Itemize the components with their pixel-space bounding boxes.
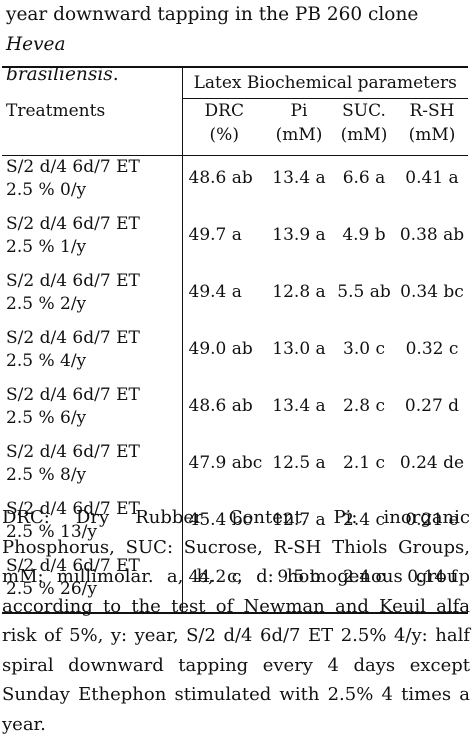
column-header-rsh: R-SH (mM) [396, 98, 468, 156]
column-header-rsh-name: R-SH [409, 101, 455, 121]
table-row: S/2 d/4 6d/7 ET 2.5 % 26/y 44.2 c 9.5 b 2.4 … [2, 555, 468, 614]
column-header-row: Treatments DRC (%) Pi (mM) SUC. (mM) R-SH (m… [2, 98, 468, 156]
pi-value: 13.4 a [272, 396, 326, 416]
caption-genus: Hevea [6, 34, 66, 55]
suc-value: 6.6 a [342, 168, 386, 188]
pi-value: 13.0 a [272, 339, 326, 359]
pi-value: 12.7 a [272, 510, 326, 530]
drc-value: 49.4 a [181, 270, 266, 327]
rsh-value: 0.32 c [405, 339, 459, 359]
suc-value: 3.0 c [343, 339, 385, 359]
column-header-drc-name: DRC [204, 101, 244, 121]
group-header-row: Latex Biochemical parameters [2, 66, 468, 99]
treatment-cell: S/2 d/4 6d/7 ET 2.5 % 0/y [2, 156, 182, 214]
rsh-value: 0.21 e [405, 510, 459, 530]
rsh-value: 0.14 f [396, 555, 468, 614]
column-header-drc-unit: (%) [209, 125, 239, 145]
rsh-value: 0.27 d [404, 396, 460, 416]
table-row: S/2 d/4 6d/7 ET 2.5 % 1/y 49.7 a 13.9 a 4.9 … [2, 213, 468, 270]
table-row: S/2 d/4 6d/7 ET 2.5 % 2/y 49.4 a 12.8 a 5.5 … [2, 270, 468, 327]
treatment-cell: S/2 d/4 6d/7 ET 2.5 % 8/y [2, 441, 182, 498]
treatment-cell: S/2 d/4 6d/7 ET 2.5 % 13/y [2, 498, 182, 555]
pi-value: 9.5 b [266, 555, 332, 614]
treatments-header: Treatments [2, 98, 182, 156]
pi-value: 13.9 a [272, 225, 326, 245]
drc-value: 45.4 bc [181, 498, 266, 555]
table-row: S/2 d/4 6d/7 ET 2.5 % 0/y 48.6 ab 13.4 a 6.6… [2, 155, 468, 214]
treatment-regime: S/2 d/4 6d/7 ET [6, 271, 140, 291]
suc-value: 4.9 b [342, 225, 386, 245]
treatment-regime: S/2 d/4 6d/7 ET [6, 157, 140, 177]
treatment-frequency: 2.5 % 1/y [6, 237, 87, 257]
results-table: Latex Biochemical parameters Treatments … [2, 66, 468, 614]
rsh-value: 0.34 bc [400, 282, 464, 302]
treatment-cell: S/2 d/4 6d/7 ET 2.5 % 26/y [2, 555, 182, 614]
column-header-drc: DRC (%) [181, 98, 266, 156]
rsh-value: 0.41 a [405, 168, 459, 188]
pi-value: 12.8 a [272, 282, 326, 302]
table-row: S/2 d/4 6d/7 ET 2.5 % 8/y 47.9 abc 12.5 a 2.… [2, 441, 468, 498]
pi-value: 13.4 a [272, 168, 326, 188]
treatment-cell: S/2 d/4 6d/7 ET 2.5 % 4/y [2, 327, 182, 384]
drc-value: 48.6 ab [181, 384, 266, 441]
table-row: S/2 d/4 6d/7 ET 2.5 % 13/y 45.4 bc 12.7 a 2.… [2, 498, 468, 555]
drc-value: 47.9 abc [181, 441, 266, 498]
column-header-pi-unit: (mM) [275, 125, 323, 145]
table-footnote: DRC: Dry Rubber Content, Pi: inorganic P… [2, 507, 470, 735]
treatment-frequency: 2.5 % 0/y [6, 180, 87, 200]
rsh-value: 0.38 ab [399, 225, 465, 245]
suc-value: 5.5 ab [337, 282, 391, 302]
treatment-frequency: 2.5 % 2/y [6, 294, 87, 314]
pi-value: 12.5 a [272, 453, 326, 473]
table-row: S/2 d/4 6d/7 ET 2.5 % 4/y 49.0 ab 13.0 a 3.0… [2, 327, 468, 384]
drc-value: 49.0 ab [181, 327, 266, 384]
group-header-label: Latex Biochemical parameters [181, 66, 468, 99]
treatment-frequency: 2.5 % 13/y [6, 522, 97, 542]
treatment-regime: S/2 d/4 6d/7 ET [6, 214, 140, 234]
rsh-value: 0.24 de [399, 453, 465, 473]
suc-value: 2.4 c [332, 555, 396, 614]
group-header-spacer [2, 66, 182, 99]
column-header-suc-unit: (mM) [340, 125, 388, 145]
treatment-cell: S/2 d/4 6d/7 ET 2.5 % 6/y [2, 384, 182, 441]
drc-value: 49.7 a [181, 213, 266, 270]
column-header-suc-name: SUC. [342, 101, 386, 121]
treatment-regime: S/2 d/4 6d/7 ET [6, 499, 140, 519]
treatment-frequency: 2.5 % 4/y [6, 351, 87, 371]
treatment-cell: S/2 d/4 6d/7 ET 2.5 % 2/y [2, 270, 182, 327]
treatment-regime: S/2 d/4 6d/7 ET [6, 442, 140, 462]
drc-value: 48.6 ab [181, 155, 266, 213]
treatment-frequency: 2.5 % 6/y [6, 408, 87, 428]
caption-text: year downward tapping in the PB 260 clon… [6, 4, 419, 25]
column-header-suc: SUC. (mM) [332, 98, 396, 156]
column-header-rsh-unit: (mM) [408, 125, 456, 145]
column-header-pi: Pi (mM) [266, 98, 332, 156]
treatment-cell: S/2 d/4 6d/7 ET 2.5 % 1/y [2, 213, 182, 270]
treatment-frequency: 2.5 % 26/y [6, 579, 97, 599]
suc-value: 2.4 c [343, 510, 385, 530]
treatment-regime: S/2 d/4 6d/7 ET [6, 556, 140, 576]
column-header-pi-name: Pi [290, 101, 308, 121]
drc-value: 44.2 c [181, 555, 266, 614]
treatment-regime: S/2 d/4 6d/7 ET [6, 328, 140, 348]
treatment-frequency: 2.5 % 8/y [6, 465, 87, 485]
treatment-regime: S/2 d/4 6d/7 ET [6, 385, 140, 405]
suc-value: 2.1 c [343, 453, 385, 473]
table-row: S/2 d/4 6d/7 ET 2.5 % 6/y 48.6 ab 13.4 a 2.8… [2, 384, 468, 441]
suc-value: 2.8 c [343, 396, 385, 416]
